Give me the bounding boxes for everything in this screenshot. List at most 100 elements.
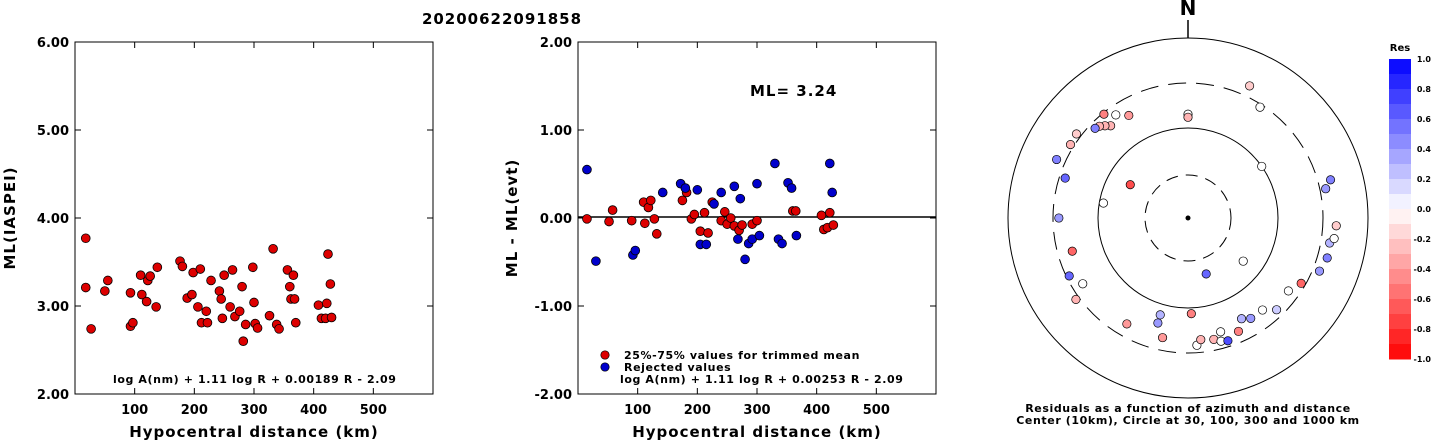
middle-point-s0: [699, 207, 710, 218]
middle-point-s0: [828, 220, 839, 230]
colorbar-cell: [1389, 344, 1411, 360]
left-y-tick-label: 5.00: [37, 124, 69, 139]
left-point-s0: [234, 306, 245, 317]
colorbar-cell: [1389, 59, 1411, 75]
left-plot-frame: [74, 41, 434, 395]
colorbar-cell: [1389, 329, 1411, 345]
colorbar-title: Res: [1390, 43, 1410, 54]
left-point-s0: [201, 306, 212, 317]
middle-point-s0: [816, 210, 827, 221]
middle-point-s1: [786, 183, 797, 193]
legend-marker-rejected: [600, 362, 610, 372]
colorbar-tick-label: 0.4: [1417, 145, 1432, 154]
left-point-s0: [321, 298, 332, 309]
station-residual-marker: [1155, 310, 1165, 320]
middle-x-tick-label: 300: [743, 403, 770, 418]
legend-label-rejected: Rejected values: [624, 361, 731, 374]
middle-point-s1: [680, 183, 691, 193]
station-residual-marker: [1125, 180, 1135, 190]
colorbar-cell: [1389, 89, 1411, 105]
colorbar-cell: [1389, 224, 1411, 240]
middle-point-s1: [630, 245, 641, 256]
left-point-s0: [103, 275, 113, 286]
middle-point-s0: [689, 209, 700, 220]
colorbar-tick-label: 0.0: [1417, 205, 1432, 214]
left-point-s0: [202, 317, 213, 328]
left-point-s0: [252, 323, 263, 333]
left-point-s0: [151, 302, 161, 312]
colorbar-tick-label: -0.6: [1414, 295, 1432, 304]
middle-point-s1: [735, 193, 746, 204]
left-point-s0: [219, 270, 229, 281]
middle-point-s0: [645, 195, 656, 206]
left-y-tick-label: 6.00: [37, 36, 69, 51]
station-residual-marker: [1183, 112, 1193, 122]
left-point-s0: [216, 294, 226, 304]
station-residual-marker: [1064, 271, 1074, 281]
middle-point-s1: [740, 254, 750, 265]
station-residual-marker: [1223, 336, 1233, 346]
legend-marker-trimmed: [600, 350, 610, 360]
station-residual-marker: [1257, 161, 1267, 171]
middle-point-s1: [692, 185, 703, 195]
colorbar-tick-label: -0.2: [1414, 235, 1432, 244]
left-x-ticks: 100 200 300 400 500: [121, 42, 387, 418]
middle-points: [582, 158, 839, 266]
left-point-s0: [227, 265, 238, 275]
ring-30km: [1144, 174, 1232, 262]
left-point-s0: [248, 262, 258, 273]
left-x-tick-label: 300: [240, 403, 267, 418]
middle-point-s0: [725, 213, 736, 223]
station-residual-marker: [1201, 269, 1211, 279]
station-residual-marker: [1296, 278, 1306, 288]
middle-y-tick-label: 2.00: [540, 36, 572, 51]
station-residual-marker: [1196, 335, 1206, 345]
left-chart: 100 200 300 400 500 2.00 3.00 4.00 5.00 6.00 log…: [1, 36, 434, 441]
middle-point-s0: [719, 207, 730, 217]
left-point-s0: [86, 324, 96, 334]
middle-y-ticks: -2.00 -1.00 0.00 1.00 2.00: [535, 36, 936, 403]
middle-y-axis-label: ML - ML(evt): [503, 159, 521, 277]
station-residual-marker: [1237, 314, 1247, 324]
left-point-s0: [80, 233, 91, 244]
middle-point-s1: [752, 178, 762, 189]
middle-point-s0: [790, 206, 801, 216]
station-residual-marker: [1124, 110, 1134, 121]
colorbar-tick-label: 1.0: [1417, 55, 1432, 64]
middle-point-s0: [649, 214, 660, 224]
left-x-tick-label: 200: [181, 403, 208, 418]
colorbar-cell: [1389, 194, 1411, 210]
middle-y-tick-label: 0.00: [540, 212, 572, 227]
colorbar-cell: [1389, 299, 1411, 315]
middle-point-s1: [824, 158, 835, 169]
ring-1000km: [1007, 37, 1369, 399]
middle-y-tick-label: -1.00: [535, 300, 572, 315]
middle-point-s1: [770, 158, 780, 169]
middle-y-tick-label: 1.00: [540, 124, 572, 139]
polar-chart: N Residuals as a function of azimuth and…: [1007, 0, 1369, 427]
left-x-tick-label: 100: [121, 403, 148, 418]
station-residual-marker: [1322, 253, 1332, 263]
middle-x-tick-label: 500: [863, 403, 890, 418]
left-point-s0: [268, 244, 278, 254]
station-residual-marker: [1325, 175, 1336, 185]
left-point-s0: [264, 310, 275, 321]
middle-point-s1: [791, 230, 802, 241]
left-y-tick-label: 2.00: [37, 388, 69, 403]
left-point-s0: [288, 270, 299, 281]
station-residual-marker: [1054, 213, 1064, 223]
left-x-tick-label: 400: [300, 403, 327, 418]
colorbar-ticks: 1.0 0.8 0.6 0.4 0.2 0.0 -0.2 -0.4 -0.6 -0.8 -1.0: [1414, 55, 1432, 364]
middle-point-s0: [677, 195, 688, 206]
north-label: N: [1180, 0, 1197, 20]
left-y-ticks: 2.00 3.00 4.00 5.00 6.00: [37, 36, 433, 403]
station-residual-marker: [1246, 313, 1256, 323]
polar-caption-line2: Center (10km), Circle at 30, 100, 300 an…: [1016, 414, 1360, 427]
colorbar-cell: [1389, 314, 1411, 330]
ring-300km: [1052, 82, 1324, 354]
station-residual-marker: [1078, 279, 1088, 289]
left-point-s0: [326, 312, 337, 323]
middle-point-s1: [827, 187, 837, 198]
middle-point-s0: [607, 205, 618, 215]
polar-stations: [1052, 81, 1341, 350]
